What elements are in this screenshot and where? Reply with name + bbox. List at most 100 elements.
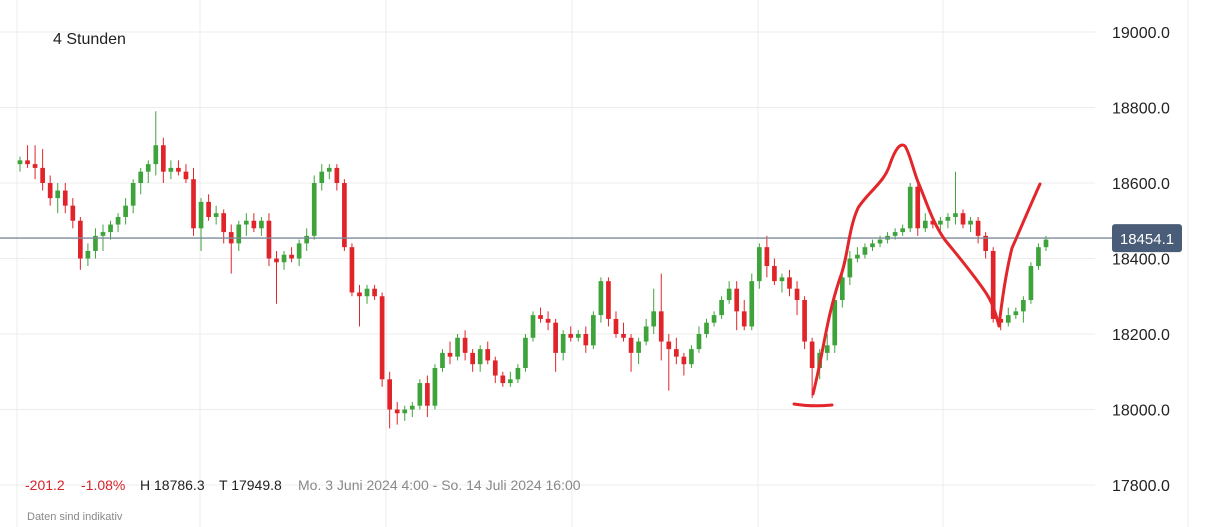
candle-body bbox=[123, 205, 128, 217]
candle-body bbox=[364, 288, 370, 297]
candle-body bbox=[500, 375, 506, 384]
candle-body bbox=[643, 326, 649, 342]
candle bbox=[689, 345, 694, 368]
candle bbox=[311, 175, 317, 240]
candle-body bbox=[1028, 266, 1034, 301]
candle bbox=[281, 250, 287, 270]
y-tick-label: 18800.0 bbox=[1112, 101, 1170, 118]
candle bbox=[470, 349, 475, 372]
candle-body bbox=[130, 183, 136, 206]
candle-body bbox=[221, 213, 227, 233]
candle-body bbox=[334, 167, 340, 183]
candle bbox=[575, 330, 581, 342]
candle-body bbox=[477, 349, 483, 365]
y-tick-label: 17800.0 bbox=[1112, 478, 1170, 495]
candle-body bbox=[357, 292, 362, 297]
candle bbox=[228, 224, 234, 274]
candle-body bbox=[289, 254, 294, 259]
candle bbox=[349, 243, 355, 297]
candle bbox=[515, 364, 521, 384]
candle-body bbox=[839, 277, 845, 301]
candle bbox=[47, 175, 53, 206]
date-range: Mo. 3 Juni 2024 4:00 - So. 14 Juli 2024 … bbox=[298, 477, 581, 493]
candle-body bbox=[568, 334, 574, 338]
data-disclaimer: Daten sind indikativ bbox=[27, 511, 123, 523]
candle-body bbox=[198, 201, 204, 229]
candle bbox=[636, 337, 641, 365]
candle bbox=[545, 311, 551, 331]
candle bbox=[25, 145, 30, 168]
candle-body bbox=[636, 341, 641, 353]
candle bbox=[440, 349, 445, 372]
candle-body bbox=[326, 167, 332, 172]
candle-body bbox=[432, 367, 438, 406]
candle bbox=[500, 371, 506, 387]
candle bbox=[824, 334, 830, 361]
candle bbox=[764, 235, 770, 278]
candle-body bbox=[462, 337, 468, 353]
last-price-tag: 18454.1 bbox=[1112, 224, 1182, 253]
candle-body bbox=[145, 164, 151, 172]
candle-body bbox=[425, 383, 430, 406]
candle bbox=[975, 216, 981, 244]
candle bbox=[606, 277, 611, 327]
candle bbox=[364, 284, 370, 304]
candle-body bbox=[108, 224, 113, 233]
candle bbox=[968, 216, 973, 233]
candle bbox=[1005, 307, 1011, 327]
candle bbox=[138, 167, 144, 195]
candle bbox=[296, 239, 302, 267]
candle-body bbox=[394, 409, 400, 414]
candle-body bbox=[560, 334, 566, 353]
candle bbox=[809, 337, 815, 399]
candle bbox=[749, 273, 755, 331]
candle bbox=[243, 213, 249, 236]
candle-body bbox=[741, 311, 747, 327]
candle bbox=[711, 311, 717, 327]
candle-body bbox=[206, 201, 211, 217]
candle bbox=[666, 334, 672, 391]
annotation-underline bbox=[792, 402, 834, 408]
candle-body bbox=[689, 349, 694, 365]
candle bbox=[983, 232, 988, 259]
candle-body bbox=[953, 213, 958, 217]
candle-body bbox=[523, 337, 528, 368]
candle-body bbox=[492, 360, 498, 376]
candle-body bbox=[160, 145, 166, 172]
candle bbox=[108, 220, 113, 240]
candle bbox=[960, 209, 966, 229]
candle-body bbox=[530, 315, 536, 338]
candle bbox=[319, 164, 325, 191]
candle-body bbox=[25, 160, 30, 165]
candle bbox=[123, 198, 128, 225]
candle-body bbox=[281, 254, 287, 263]
candle-body bbox=[349, 247, 355, 293]
candle-body bbox=[855, 254, 860, 259]
candle bbox=[651, 288, 657, 334]
candle bbox=[455, 334, 460, 361]
candle bbox=[560, 330, 566, 361]
candle bbox=[213, 205, 219, 225]
candle-body bbox=[749, 281, 755, 327]
candle-body bbox=[311, 183, 317, 236]
candle-body bbox=[983, 235, 988, 251]
candle-body bbox=[862, 247, 868, 255]
candle bbox=[130, 179, 136, 214]
candle bbox=[447, 341, 453, 365]
candle bbox=[417, 379, 423, 410]
candle bbox=[530, 311, 536, 342]
candle bbox=[342, 179, 347, 251]
candle-body bbox=[794, 288, 800, 301]
candle-body bbox=[100, 232, 106, 236]
candle bbox=[870, 239, 875, 251]
candle bbox=[191, 167, 196, 236]
candle bbox=[183, 164, 189, 183]
candle bbox=[198, 198, 204, 251]
candle-body bbox=[379, 296, 385, 380]
candle-body bbox=[787, 277, 792, 289]
candle-body bbox=[485, 349, 491, 361]
candle-body bbox=[606, 281, 611, 319]
candle bbox=[485, 341, 491, 365]
candle-body bbox=[259, 220, 264, 229]
